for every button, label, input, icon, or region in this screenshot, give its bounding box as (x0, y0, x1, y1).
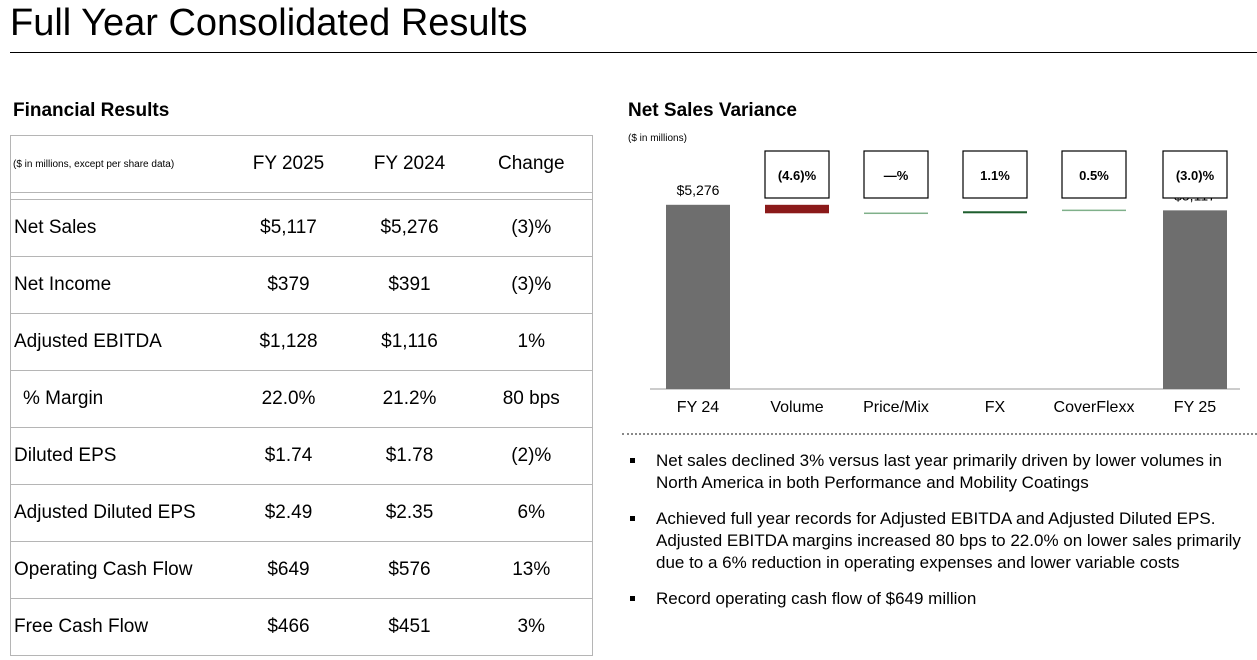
value-fy2025: $466 (228, 598, 349, 656)
pct-label: 0.5% (1079, 168, 1109, 183)
bar-step-coverflexx (1062, 209, 1126, 212)
row-label: Adjusted Diluted EPS (10, 484, 229, 542)
value-fy2024: $5,276 (348, 199, 471, 257)
x-tick-label: CoverFlexx (1054, 399, 1135, 416)
table-row: Adjusted Diluted EPS $2.49 $2.35 6% (10, 484, 593, 542)
pct-label: —% (884, 168, 909, 183)
table-row: Operating Cash Flow $649 $576 13% (10, 541, 593, 599)
column-header-change: Change (470, 135, 593, 193)
x-tick-label: FX (985, 399, 1006, 416)
highlights-list: Net sales declined 3% versus last year p… (628, 450, 1257, 624)
table-row: Free Cash Flow $466 $451 3% (10, 598, 593, 656)
pct-label: (4.6)% (778, 168, 817, 183)
row-label: Free Cash Flow (10, 598, 229, 656)
value-fy2024: $2.35 (348, 484, 471, 542)
value-fy2025: 22.0% (228, 370, 349, 428)
highlight-text: Achieved full year records for Adjusted … (656, 509, 1241, 572)
value-fy2024: $576 (348, 541, 471, 599)
value-change: (2)% (470, 427, 593, 485)
bar-step-fx (963, 211, 1027, 214)
dotted-divider (622, 433, 1257, 435)
value-fy2024: $391 (348, 256, 471, 314)
value-fy2025: $5,117 (228, 199, 349, 257)
table-row: Diluted EPS $1.74 $1.78 (2)% (10, 427, 593, 485)
pct-label: 1.1% (980, 168, 1010, 183)
pct-box (1162, 150, 1228, 199)
table-row: Net Income $379 $391 (3)% (10, 256, 593, 314)
net-sales-variance-chart: $5,276$5,117(4.6)%—%1.1%0.5%(3.0)%FY 24V… (650, 150, 1240, 416)
highlight-item: Achieved full year records for Adjusted … (628, 508, 1257, 574)
value-change: 6% (470, 484, 593, 542)
x-tick-label: Volume (770, 399, 823, 416)
value-change: 3% (470, 598, 593, 656)
net-sales-variance-title: Net Sales Variance (628, 100, 797, 121)
highlight-item: Record operating cash flow of $649 milli… (628, 588, 1257, 610)
x-tick-label: FY 24 (677, 399, 720, 416)
table-header-row: ($ in millions, except per share data) F… (10, 135, 593, 193)
column-header-fy2024: FY 2024 (348, 135, 471, 193)
row-label: Net Income (10, 256, 229, 314)
table-row: Adjusted EBITDA $1,128 $1,116 1% (10, 313, 593, 371)
row-label: Operating Cash Flow (10, 541, 229, 599)
value-fy2024: $1.78 (348, 427, 471, 485)
pct-label: (3.0)% (1176, 168, 1215, 183)
pct-box (1061, 150, 1127, 199)
highlight-text: Record operating cash flow of $649 milli… (656, 589, 977, 608)
bullet-icon (630, 516, 635, 521)
value-fy2025: $2.49 (228, 484, 349, 542)
value-change: (3)% (470, 256, 593, 314)
bar-step-price-mix (864, 212, 928, 215)
pct-box (863, 150, 929, 199)
value-change: (3)% (470, 199, 593, 257)
row-label: % Margin (10, 370, 229, 428)
highlight-item: Net sales declined 3% versus last year p… (628, 450, 1257, 494)
bar-step-volume (765, 204, 829, 214)
title-divider (10, 52, 1257, 53)
x-tick-label: Price/Mix (863, 399, 929, 416)
value-fy2025: $1.74 (228, 427, 349, 485)
financial-results-title: Financial Results (13, 100, 170, 121)
column-header-fy2025: FY 2025 (228, 135, 349, 193)
highlight-text: Net sales declined 3% versus last year p… (656, 451, 1222, 492)
value-fy2025: $1,128 (228, 313, 349, 371)
financial-results-table: ($ in millions, except per share data) F… (10, 135, 593, 656)
x-tick-label: FY 25 (1174, 399, 1217, 416)
value-fy2025: $379 (228, 256, 349, 314)
bar-fy25 (1163, 210, 1227, 389)
bullet-icon (630, 596, 635, 601)
bar-fy24 (666, 204, 730, 389)
row-label: Diluted EPS (10, 427, 229, 485)
value-change: 13% (470, 541, 593, 599)
value-fy2024: $451 (348, 598, 471, 656)
header-gap (10, 192, 593, 200)
value-fy2024: 21.2% (348, 370, 471, 428)
data-label-fy24: $5,276 (677, 182, 720, 198)
table-row: % Margin 22.0% 21.2% 80 bps (10, 370, 593, 428)
value-change: 1% (470, 313, 593, 371)
value-fy2025: $649 (228, 541, 349, 599)
page-title: Full Year Consolidated Results (10, 2, 528, 44)
units-note: ($ in millions) (628, 133, 687, 144)
header-note: ($ in millions, except per share data) (10, 135, 229, 193)
value-change: 80 bps (470, 370, 593, 428)
bullet-icon (630, 458, 635, 463)
value-fy2024: $1,116 (348, 313, 471, 371)
row-label: Adjusted EBITDA (10, 313, 229, 371)
table-row: Net Sales $5,117 $5,276 (3)% (10, 199, 593, 257)
pct-box (764, 150, 830, 199)
row-label: Net Sales (10, 199, 229, 257)
pct-box (962, 150, 1028, 199)
